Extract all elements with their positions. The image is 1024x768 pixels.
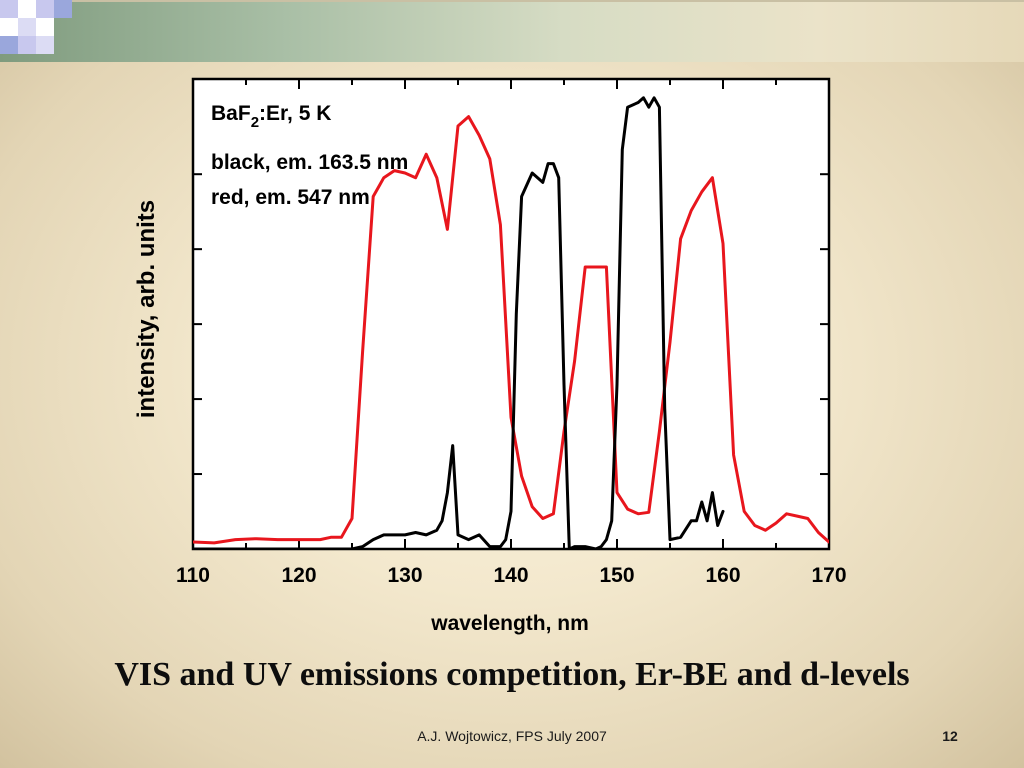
x-tick-label: 160 (705, 564, 740, 587)
deco-square (0, 36, 18, 54)
annotation-sample: BaF2:Er, 5 K (211, 102, 331, 131)
deco-square (18, 36, 36, 54)
series-line-black (193, 96, 725, 549)
slide-title: VIS and UV emissions competition, Er-BE … (114, 656, 910, 693)
title-band-rule (0, 0, 1024, 2)
x-tick-label: 120 (281, 564, 316, 587)
x-tick-label: 110 (176, 564, 210, 587)
series-layer (193, 96, 829, 549)
deco-square (0, 0, 18, 18)
x-tick-label: 170 (811, 564, 846, 587)
series-line-red (193, 115, 829, 545)
x-tick-labels: 110 120 130 140 150 160 170 (176, 564, 846, 587)
deco-square (0, 18, 18, 36)
x-tick-label: 150 (599, 564, 634, 587)
title-band (0, 0, 1024, 62)
y-axis-label: intensity, arb. units (133, 200, 160, 418)
annotation-black-series: black, em. 163.5 nm (211, 151, 408, 174)
footer-credit: A.J. Wojtowicz, FPS July 2007 (417, 728, 607, 744)
deco-square (36, 0, 54, 18)
deco-square (18, 18, 36, 36)
deco-square (54, 0, 72, 18)
tick-marks (192, 79, 830, 549)
annotation-red-series: red, em. 547 nm (211, 186, 370, 209)
x-axis-label: wavelength, nm (430, 612, 589, 635)
deco-square (18, 0, 36, 18)
deco-square (36, 18, 54, 36)
x-tick-label: 130 (387, 564, 422, 587)
slide-number: 12 (942, 728, 958, 744)
deco-square (36, 36, 54, 54)
decorative-squares (0, 0, 72, 54)
x-tick-label: 140 (493, 564, 528, 587)
